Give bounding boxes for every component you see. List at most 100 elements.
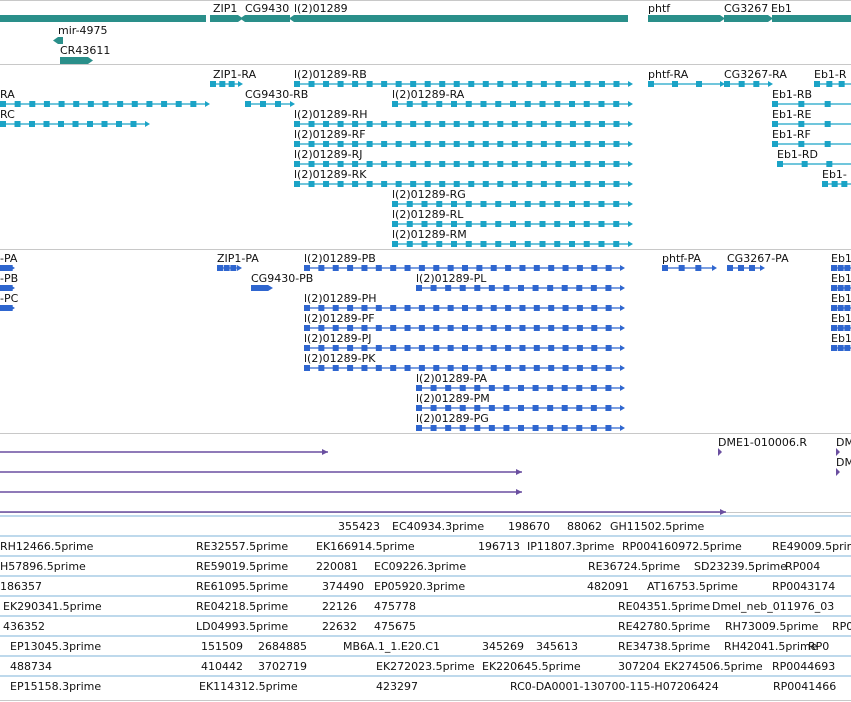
transcript-exon[interactable]: [436, 201, 443, 207]
transcript-exon[interactable]: [482, 81, 489, 87]
protein-exon[interactable]: [831, 305, 837, 311]
transcript-exon[interactable]: [323, 141, 330, 147]
est-label[interactable]: EP05920.3prime: [374, 580, 465, 593]
est-label[interactable]: RC0-DA0001-130700-115-H07206424: [510, 680, 719, 693]
transcript-exon[interactable]: [337, 121, 344, 127]
protein-exon[interactable]: [749, 265, 755, 271]
protein-exon[interactable]: [548, 365, 555, 371]
est-label[interactable]: 374490: [322, 580, 364, 593]
gene-bar[interactable]: [0, 15, 206, 22]
protein-exon[interactable]: [547, 425, 554, 431]
transcript-label[interactable]: Eb1-RB: [772, 88, 812, 101]
transcript-label[interactable]: l(2)01289-RG: [392, 188, 466, 201]
transcript-exon[interactable]: [381, 121, 388, 127]
transcript-exon[interactable]: [482, 121, 489, 127]
protein-label[interactable]: Eb1: [831, 332, 851, 345]
est-label[interactable]: RE36724.5prime: [588, 560, 680, 573]
protein-exon[interactable]: [831, 285, 837, 291]
transcript-exon[interactable]: [482, 181, 489, 187]
protein-exon[interactable]: [390, 365, 397, 371]
protein-exon[interactable]: [3, 265, 10, 271]
transcript-exon[interactable]: [598, 201, 605, 207]
transcript-exon[interactable]: [146, 101, 153, 107]
transcript-exon[interactable]: [436, 101, 443, 107]
transcript-exon[interactable]: [798, 141, 805, 147]
transcript-exon[interactable]: [43, 121, 50, 127]
transcript-exon[interactable]: [439, 161, 446, 167]
transcript-exon[interactable]: [826, 161, 833, 167]
protein-exon[interactable]: [488, 425, 495, 431]
est-label[interactable]: Dmel_neb_011976_03: [712, 600, 834, 613]
protein-exon[interactable]: [375, 305, 382, 311]
transcript-exon[interactable]: [352, 181, 359, 187]
protein-exon[interactable]: [361, 305, 368, 311]
transcript-exon[interactable]: [822, 181, 828, 187]
est-label[interactable]: H57896.5prime: [0, 560, 86, 573]
protein-exon[interactable]: [430, 285, 437, 291]
protein-exon[interactable]: [505, 305, 512, 311]
est-label[interactable]: RE04218.5prime: [196, 600, 288, 613]
est-label[interactable]: LD04993.5prime: [196, 620, 288, 633]
protein-exon[interactable]: [459, 425, 466, 431]
protein-exon[interactable]: [459, 405, 466, 411]
est-label[interactable]: RP004160972.5prime: [622, 540, 742, 553]
protein-exon[interactable]: [262, 285, 269, 291]
protein-exon[interactable]: [837, 325, 844, 331]
transcript-exon[interactable]: [584, 181, 591, 187]
protein-label[interactable]: l(2)01289-PK: [304, 352, 376, 365]
gene-bar[interactable]: [294, 15, 628, 22]
protein-exon[interactable]: [837, 345, 844, 351]
est-label[interactable]: 88062: [567, 520, 602, 533]
est-label[interactable]: RH12466.5prime: [0, 540, 94, 553]
est-label[interactable]: RE59019.5prime: [196, 560, 288, 573]
protein-exon[interactable]: [474, 285, 481, 291]
transcript-exon[interactable]: [495, 201, 502, 207]
protein-exon[interactable]: [445, 425, 452, 431]
protein-exon[interactable]: [430, 425, 437, 431]
transcript-label[interactable]: Eb1-R: [814, 68, 847, 81]
transcript-exon[interactable]: [495, 101, 502, 107]
transcript-exon[interactable]: [87, 101, 94, 107]
transcript-exon[interactable]: [569, 161, 576, 167]
transcript-exon[interactable]: [0, 101, 6, 107]
protein-exon[interactable]: [459, 385, 466, 391]
transcript-exon[interactable]: [511, 181, 518, 187]
transcript-exon[interactable]: [569, 241, 575, 247]
transcript-exon[interactable]: [569, 81, 576, 87]
protein-exon[interactable]: [505, 365, 512, 371]
alignment-label[interactable]: DM: [836, 436, 851, 449]
transcript-exon[interactable]: [510, 221, 516, 227]
transcript-exon[interactable]: [555, 121, 562, 127]
est-label[interactable]: SD23239.5prime: [694, 560, 787, 573]
protein-exon[interactable]: [476, 345, 483, 351]
est-label[interactable]: EP13045.3prime: [10, 640, 101, 653]
transcript-label[interactable]: CG9430-RB: [245, 88, 308, 101]
transcript-exon[interactable]: [468, 81, 475, 87]
protein-exon[interactable]: [576, 405, 583, 411]
transcript-label[interactable]: RC: [0, 108, 15, 121]
protein-exon[interactable]: [695, 265, 702, 271]
est-label[interactable]: EC40934.3prime: [392, 520, 484, 533]
protein-exon[interactable]: [562, 305, 569, 311]
est-label[interactable]: EP15158.3prime: [10, 680, 101, 693]
transcript-label[interactable]: l(2)01289-RM: [392, 228, 467, 241]
est-label[interactable]: RH73009.5prime: [725, 620, 819, 633]
transcript-exon[interactable]: [613, 101, 620, 107]
protein-exon[interactable]: [416, 405, 422, 411]
transcript-label[interactable]: l(2)01289-RL: [392, 208, 464, 221]
transcript-exon[interactable]: [598, 221, 605, 227]
transcript-label[interactable]: RA: [0, 88, 15, 101]
gene-label[interactable]: phtf: [648, 2, 671, 15]
transcript-exon[interactable]: [424, 141, 431, 147]
protein-exon[interactable]: [605, 365, 612, 371]
transcript-exon[interactable]: [824, 121, 831, 127]
transcript-exon[interactable]: [696, 81, 702, 87]
transcript-exon[interactable]: [511, 121, 518, 127]
protein-exon[interactable]: [532, 285, 539, 291]
protein-exon[interactable]: [433, 345, 440, 351]
protein-exon[interactable]: [591, 365, 598, 371]
transcript-label[interactable]: Eb1-RE: [772, 108, 812, 121]
protein-exon[interactable]: [844, 345, 851, 351]
transcript-exon[interactable]: [598, 101, 605, 107]
protein-exon[interactable]: [562, 265, 569, 271]
